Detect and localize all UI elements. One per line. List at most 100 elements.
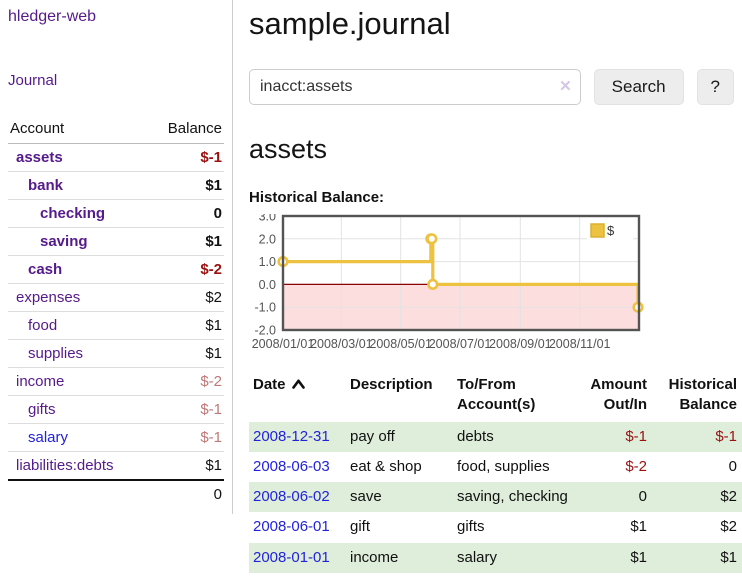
legend-label: $ (607, 223, 615, 238)
sidebar-account-link[interactable]: assets (16, 149, 63, 166)
y-axis-tick-label: -2.0 (254, 324, 276, 338)
app-title-link[interactable]: hledger-web (8, 8, 97, 25)
sidebar-account-row: checking 0 (8, 200, 224, 228)
chart-heading: Historical Balance: (249, 189, 385, 206)
transaction-date-link[interactable]: 2008-06-02 (253, 488, 330, 505)
x-axis-tick-label: 2008/11/01 (549, 337, 611, 351)
sidebar-account-link[interactable]: expenses (16, 289, 81, 306)
historical-balance-chart: $3.0 2.0 1.0 0.0 -1.0 -2.0 2008/01/01 2008/03/0… (249, 214, 734, 360)
transaction-date-link[interactable]: 2008-06-01 (253, 518, 330, 536)
accounts-table-header: Account Balance (8, 116, 224, 144)
sidebar-account-link[interactable]: income (16, 373, 65, 390)
register-transaction-row[interactable]: 2008-06-01 gift gifts $1 $2 (249, 512, 742, 542)
accounts-header-balance: Balance (167, 120, 222, 137)
sidebar-account-balance: $-1 (200, 429, 222, 446)
sidebar: hledger-web Journal Account Balance asse… (0, 0, 233, 514)
data-point-marker (426, 233, 438, 245)
sidebar-account-row: saving $1 (8, 228, 224, 256)
data-point-marker (427, 278, 439, 290)
sidebar-account-link[interactable]: cash (28, 261, 63, 278)
sidebar-account-balance: $-2 (200, 261, 222, 278)
transaction-balance-cell: 0 (728, 457, 737, 475)
plot-border (281, 214, 641, 332)
transaction-amount-cell: $-2 (625, 457, 647, 475)
accounts-header-account: Account (10, 120, 65, 137)
register-header-balance[interactable]: Historical Balance (668, 376, 737, 414)
sidebar-account-row: assets $-1 (8, 144, 224, 172)
sidebar-account-link[interactable]: saving (40, 233, 88, 250)
x-axis-tick-label: 2008/01/01 (252, 337, 315, 351)
transaction-description-cell: pay off (350, 427, 395, 445)
transaction-accounts-cell: saving, checking (457, 488, 568, 505)
sidebar-account-link[interactable]: liabilities:debts (16, 457, 114, 474)
sidebar-account-balance: $-1 (200, 401, 222, 418)
sort-ascending-chevron-up-icon (291, 375, 305, 395)
search-input[interactable] (249, 69, 581, 105)
sidebar-account-row: cash $-2 (8, 256, 224, 284)
y-axis-tick-label: 3.0 (259, 214, 276, 224)
page-title: sample.journal (249, 6, 451, 41)
sidebar-account-link[interactable]: checking (40, 205, 106, 222)
sidebar-account-balance: 0 (213, 205, 222, 222)
transaction-date-link[interactable]: 2008-06-03 (253, 457, 330, 475)
transaction-accounts-cell: gifts (457, 518, 485, 536)
x-axis-tick-label: 2008/09/01 (489, 337, 552, 351)
sidebar-account-balance: $-2 (200, 373, 222, 390)
sidebar-account-row: food $1 (8, 312, 224, 340)
transaction-accounts-cell: food, supplies (457, 457, 550, 475)
transaction-description-cell: save (350, 488, 382, 505)
sidebar-account-row: supplies $1 (8, 340, 224, 368)
register-header-date[interactable]: Date (249, 372, 346, 422)
register-header-row: Date Description To/From Account(s) Amou… (249, 372, 742, 422)
sidebar-account-link[interactable]: bank (28, 177, 64, 194)
sidebar-account-row: salary $-1 (8, 424, 224, 452)
x-axis-tick-label: 2008/07/01 (429, 337, 492, 351)
sidebar-account-row: expenses $2 (8, 284, 224, 312)
search-input-wrap: ✕ (249, 69, 581, 105)
accounts-table: Account Balance assets $-1 bank $1 checking 0… (8, 116, 224, 508)
accounts-total-value: 0 (213, 486, 222, 503)
transaction-date-cell: 2008-01-01 (249, 543, 346, 573)
legend-swatch-icon (590, 223, 605, 238)
chart-legend: $ (587, 221, 633, 241)
transaction-accounts-cell: debts (457, 427, 494, 445)
sidebar-account-row: gifts $-1 (8, 396, 224, 424)
sidebar-account-link[interactable]: salary (28, 429, 69, 446)
register-header-amount[interactable]: Amount Out/In (590, 376, 647, 414)
clear-search-icon[interactable]: ✕ (559, 78, 572, 95)
y-axis-tick-label: 1.0 (259, 255, 276, 269)
sidebar-account-link[interactable]: food (28, 317, 58, 334)
transaction-amount-cell: 0 (638, 488, 647, 505)
help-button[interactable]: ? (696, 69, 734, 105)
balance-chart-svg: $3.0 2.0 1.0 0.0 -1.0 -2.02008/01/012008/03/0… (252, 214, 644, 351)
transaction-balance-cell: $1 (720, 548, 737, 566)
register-transaction-row[interactable]: 2008-06-02 save saving, checking 0 $2 (249, 482, 742, 513)
sidebar-account-row: bank $1 (8, 172, 224, 200)
transaction-description-cell: income (350, 548, 399, 566)
transaction-amount-cell: $1 (630, 518, 647, 536)
accounts-rows: assets $-1 bank $1 checking 0 saving $1 cash $-2 e… (8, 144, 224, 479)
sidebar-account-balance: $1 (205, 177, 222, 194)
transaction-balance-cell: $2 (720, 488, 737, 505)
transaction-date-cell: 2008-06-02 (249, 482, 346, 512)
sidebar-account-link[interactable]: supplies (28, 345, 84, 362)
transaction-description-cell: eat & shop (350, 457, 422, 475)
transaction-date-link[interactable]: 2008-12-31 (253, 427, 330, 445)
register-transaction-row[interactable]: 2008-01-01 income salary $1 $1 (249, 542, 742, 573)
y-axis-tick-label: 0.0 (259, 278, 276, 292)
main-content: sample.journal ✕ Search ? assets Histori… (233, 0, 742, 573)
search-button[interactable]: Search (593, 69, 684, 105)
register-transaction-row[interactable]: 2008-12-31 pay off debts $-1 $-1 (249, 421, 742, 452)
register-header-accounts[interactable]: To/From Account(s) (457, 376, 536, 414)
transaction-date-link[interactable]: 2008-01-01 (253, 548, 330, 566)
sidebar-account-link[interactable]: gifts (28, 401, 56, 418)
y-axis-tick-label: -1.0 (254, 301, 276, 315)
sidebar-account-balance: $1 (205, 233, 222, 250)
register-header-description[interactable]: Description (350, 376, 433, 393)
sidebar-account-row: liabilities:debts $1 (8, 452, 224, 479)
sidebar-item-journal[interactable]: Journal (8, 72, 58, 89)
sidebar-account-balance: $-1 (200, 149, 222, 166)
register-transaction-row[interactable]: 2008-06-03 eat & shop food, supplies $-2 0 (249, 452, 742, 482)
accounts-total-row: 0 (8, 479, 224, 508)
